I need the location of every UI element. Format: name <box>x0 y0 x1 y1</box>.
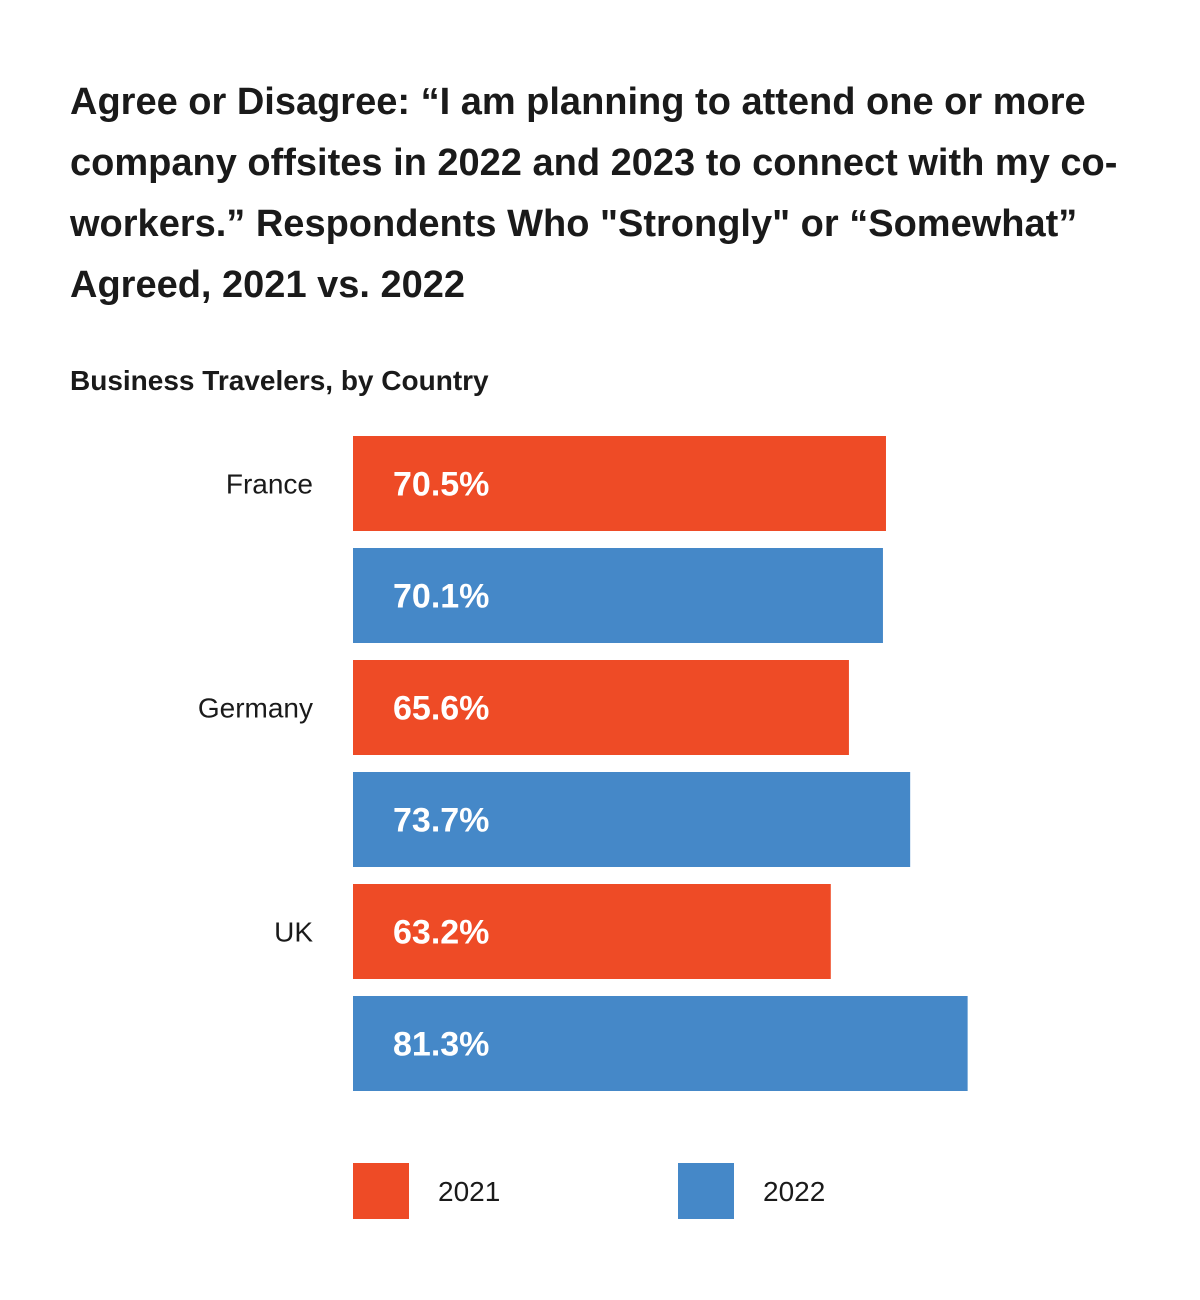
legend-swatch <box>353 1163 409 1219</box>
bar <box>353 548 883 643</box>
category-label: UK <box>274 917 313 948</box>
data-label: 70.5% <box>393 466 489 504</box>
category-label: Germany <box>198 693 313 724</box>
bar <box>353 436 886 531</box>
data-label: 70.1% <box>393 578 489 616</box>
chart-subtitle: Business Travelers, by Country <box>70 365 489 396</box>
data-label: 81.3% <box>393 1026 489 1064</box>
data-label: 65.6% <box>393 690 489 728</box>
legend-label: 2021 <box>438 1176 500 1207</box>
bar <box>353 996 968 1091</box>
category-label: France <box>226 469 313 500</box>
bar <box>353 884 831 979</box>
bar <box>353 772 911 867</box>
data-label: 73.7% <box>393 802 489 840</box>
legend-swatch <box>678 1163 734 1219</box>
chart-title: Agree or Disagree: “I am planning to att… <box>70 81 1118 306</box>
data-label: 63.2% <box>393 914 489 952</box>
bar <box>353 660 849 755</box>
legend-label: 2022 <box>763 1176 825 1207</box>
